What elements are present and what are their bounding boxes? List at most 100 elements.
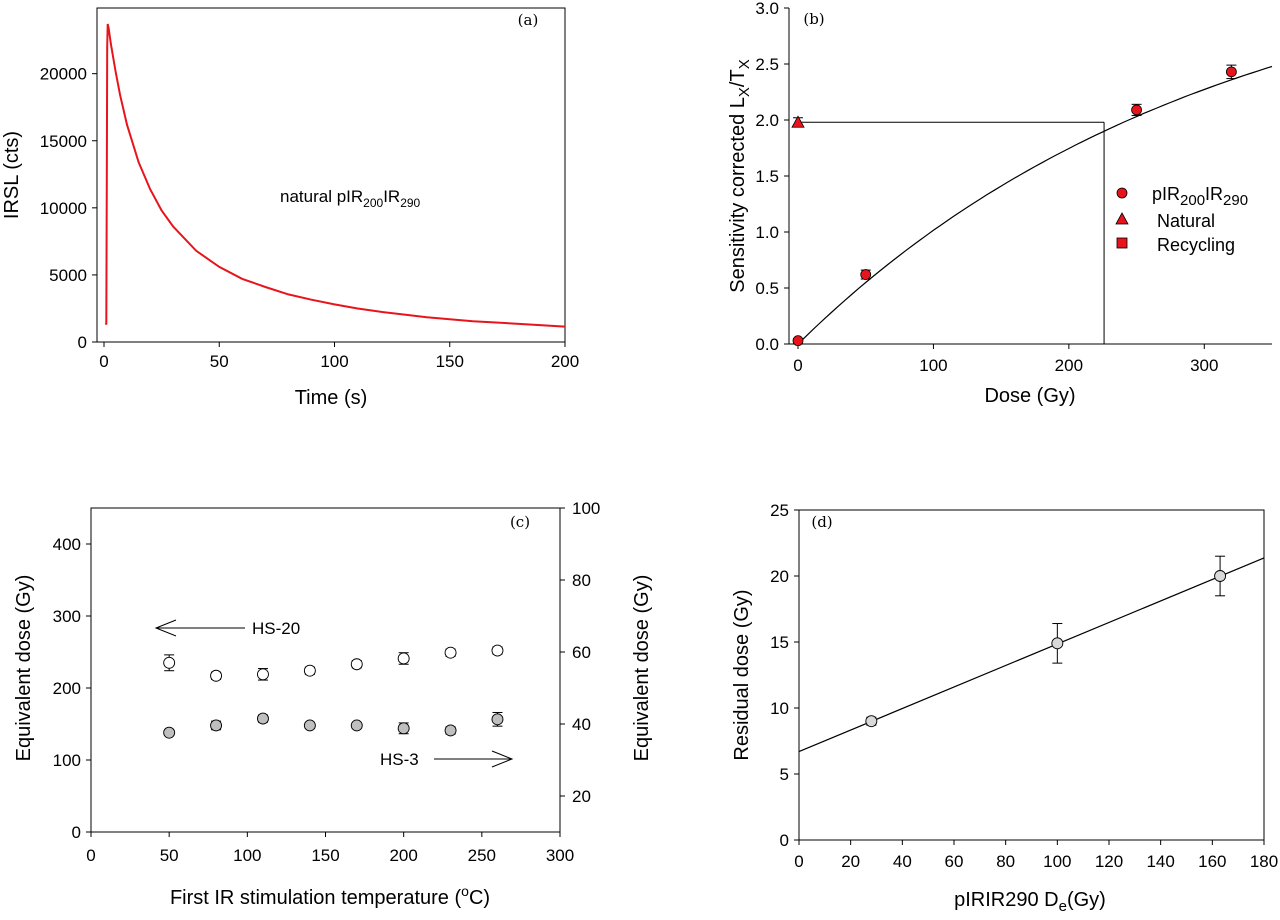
x-tick-label: 200 xyxy=(551,352,579,371)
residual-dose-point xyxy=(1051,637,1064,650)
y-right-tick-label: 40 xyxy=(572,715,591,734)
panel-label: (b) xyxy=(803,10,824,28)
hs3-point xyxy=(210,719,223,732)
x-tick-label: 100 xyxy=(919,356,947,375)
y-axis-label: Sensitivity corrected LX/TX xyxy=(727,59,753,292)
y-tick-label: 2.0 xyxy=(755,111,779,130)
y-tick-label: 10000 xyxy=(40,199,87,218)
y-tick-label: 0.0 xyxy=(755,335,779,354)
panel-c-chart: 0 50 100 150 200 250 300 0 100 200 300 400 20 40 60 80 1… xyxy=(13,499,653,909)
x-tick-label: 100 xyxy=(1043,852,1071,871)
x-tick-label: 50 xyxy=(160,846,179,865)
y-left-tick-label: 200 xyxy=(53,679,81,698)
plot-frame xyxy=(96,7,566,343)
x-axis-label: pIRIR290 De(Gy) xyxy=(954,889,1106,915)
y-tick-label: 15 xyxy=(770,633,789,652)
hs3-point xyxy=(444,724,457,737)
y-tick-label: 20 xyxy=(770,567,789,586)
legend-marker-triangle xyxy=(1115,212,1129,225)
x-axis-label: Time (s) xyxy=(295,387,368,409)
x-tick-label: 300 xyxy=(546,846,574,865)
x-tick-label: 160 xyxy=(1198,852,1226,871)
hs20-point xyxy=(444,646,457,659)
x-axis-label: First IR stimulation temperature (oC) xyxy=(170,883,490,909)
x-tick-label: 200 xyxy=(389,846,417,865)
y-left-tick-label: 100 xyxy=(53,751,81,770)
hs20-point xyxy=(397,652,410,665)
x-tick-label: 140 xyxy=(1146,852,1174,871)
hs3-point xyxy=(303,719,316,732)
y-tick-label: 0 xyxy=(78,333,87,352)
residual-dose-point xyxy=(1214,570,1227,582)
y-left-tick-label: 400 xyxy=(53,535,81,554)
legend-label-recycling: Recycling xyxy=(1157,235,1235,255)
x-tick-label: 100 xyxy=(320,352,348,371)
panel-label: (d) xyxy=(811,513,832,531)
hs20-point xyxy=(257,668,269,681)
hs3-point xyxy=(350,719,363,732)
y-tick-label: 5 xyxy=(780,765,789,784)
x-tick-label: 100 xyxy=(233,846,261,865)
x-tick-label: 50 xyxy=(210,352,229,371)
x-tick-label: 80 xyxy=(996,852,1015,871)
x-tick-label: 40 xyxy=(893,852,912,871)
y-tick-label: 15000 xyxy=(40,132,87,151)
hs20-point xyxy=(210,669,223,682)
y-right-tick-label: 60 xyxy=(572,643,591,662)
y-tick-label: 10 xyxy=(770,699,789,718)
hs20-point xyxy=(491,644,504,657)
x-tick-label: 180 xyxy=(1250,852,1278,871)
legend-label-natural: Natural xyxy=(1157,211,1215,231)
plot-frame xyxy=(798,509,1265,841)
y-tick-label: 1.5 xyxy=(755,167,779,186)
hs3-point xyxy=(397,722,410,735)
curve-annotation: natural pIR200IR290 xyxy=(280,187,421,210)
residual-dose-point xyxy=(865,715,878,728)
y-right-tick-label: 80 xyxy=(572,571,591,590)
hs20-point xyxy=(163,656,176,669)
y-tick-label: 5000 xyxy=(49,266,87,285)
x-tick-label: 0 xyxy=(793,356,802,375)
y-tick-label: 25 xyxy=(770,501,789,520)
x-tick-label: 300 xyxy=(1190,356,1218,375)
regenerated-dose-point xyxy=(1131,104,1142,116)
y-tick-label: 2.5 xyxy=(755,55,779,74)
y-right-axis-label: Equivalent dose (Gy) xyxy=(631,575,653,762)
x-tick-label: 250 xyxy=(468,846,496,865)
panel-a-chart: 0 50 100 150 200 0 5000 10000 15000 20000 Time (s)… xyxy=(1,7,579,409)
panel-label: (a) xyxy=(518,11,539,29)
hs3-point xyxy=(257,712,269,725)
panel-b-chart: 0 100 200 300 0.0 0.5 1.0 1.5 2.0 2.5 3.0 Dose (Gy)… xyxy=(727,0,1273,407)
legend-marker-circle xyxy=(1116,187,1128,199)
hs20-point xyxy=(303,664,316,677)
regenerated-dose-point xyxy=(792,335,804,347)
legend-label-pirir: pIR200IR290 xyxy=(1152,184,1248,209)
hs20-arrow-head xyxy=(154,619,177,637)
y-tick-label: 0.5 xyxy=(755,279,779,298)
dose-response-curve xyxy=(797,65,1273,345)
plot-frame xyxy=(90,507,561,833)
hs3-point xyxy=(491,713,504,726)
x-tick-label: 150 xyxy=(436,352,464,371)
hs3-arrow-head xyxy=(491,750,514,768)
panel-label: (c) xyxy=(510,513,530,531)
regenerated-dose-point xyxy=(1225,66,1237,78)
y-left-axis-label: Equivalent dose (Gy) xyxy=(13,575,35,762)
hs3-annotation: HS-3 xyxy=(380,750,419,769)
y-right-tick-label: 100 xyxy=(572,499,600,518)
hs3-point xyxy=(163,726,176,739)
y-tick-label: 3.0 xyxy=(755,0,779,18)
x-tick-label: 0 xyxy=(99,352,108,371)
x-tick-label: 20 xyxy=(841,852,860,871)
x-tick-label: 0 xyxy=(86,846,95,865)
y-left-tick-label: 300 xyxy=(53,607,81,626)
x-axis-label: Dose (Gy) xyxy=(984,385,1075,407)
y-right-tick-label: 20 xyxy=(572,787,591,806)
x-tick-label: 200 xyxy=(1055,356,1083,375)
y-tick-label: 0 xyxy=(780,831,789,850)
hs20-point xyxy=(350,658,363,671)
y-left-tick-label: 0 xyxy=(72,823,81,842)
y-axis-label: Residual dose (Gy) xyxy=(731,589,753,760)
